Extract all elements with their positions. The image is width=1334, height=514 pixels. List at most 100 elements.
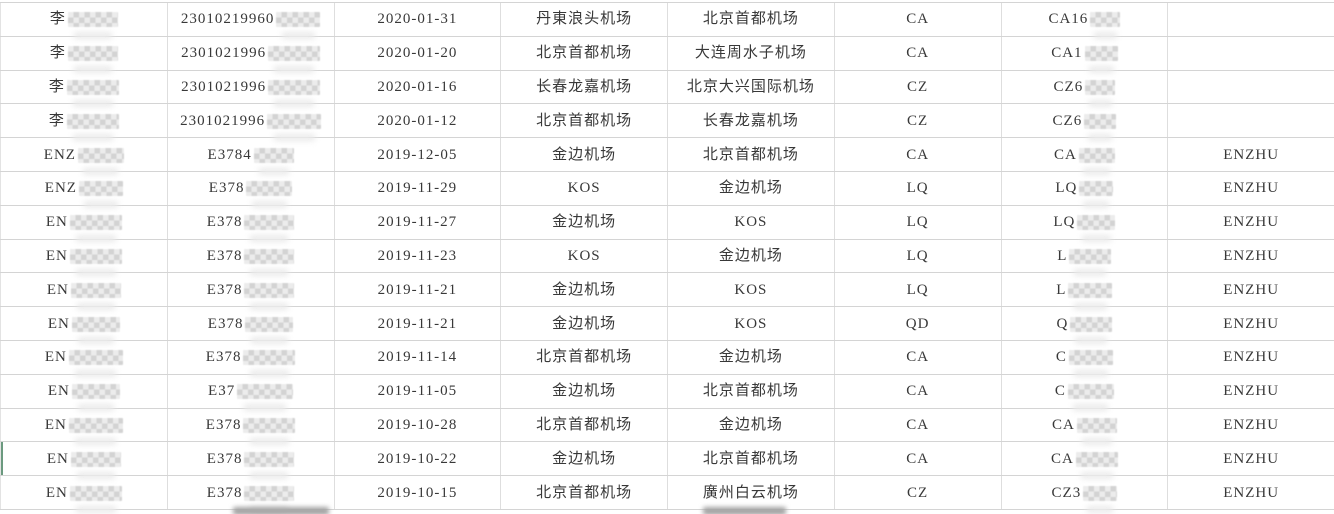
cell-id_number[interactable]: E378 [168,205,335,239]
cell-flight_number[interactable]: LQ [1002,171,1169,205]
cell-departure_airport[interactable]: 北京首都机场 [501,340,668,374]
cell-flight_date[interactable]: 2019-11-14 [335,340,502,374]
cell-name[interactable]: EN [0,239,168,273]
cell-passenger_tag[interactable]: ENZHU [1168,138,1334,171]
cell-passenger_tag[interactable]: ENZHU [1168,341,1334,374]
cell-id_number[interactable]: E37 [168,374,335,408]
cell-arrival_airport[interactable]: 金边机场 [668,408,835,442]
cell-arrival_airport[interactable]: 金边机场 [668,239,835,273]
cell-name[interactable]: ENZ [0,171,168,205]
cell-arrival_airport[interactable]: KOS [668,205,835,239]
cell-passenger_tag[interactable]: ENZHU [1168,273,1334,306]
cell-airline_code[interactable]: CA [835,340,1002,374]
cell-name[interactable]: ENZ [0,138,168,171]
cell-arrival_airport[interactable]: 大连周水子机场 [668,36,835,70]
cell-arrival_airport[interactable]: 金边机场 [668,171,835,205]
cell-airline_code[interactable]: CZ [835,104,1002,138]
cell-flight_number[interactable]: Q [1002,307,1169,340]
cell-id_number[interactable]: E378 [168,171,335,205]
cell-passenger_tag[interactable]: ENZHU [1168,476,1334,509]
cell-passenger_tag[interactable] [1168,3,1334,36]
cell-name[interactable]: EN [0,307,168,340]
cell-id_number[interactable]: E378 [168,408,335,442]
cell-airline_code[interactable]: LQ [835,205,1002,239]
cell-airline_code[interactable]: CA [835,374,1002,408]
cell-flight_number[interactable]: L [1002,239,1169,273]
cell-passenger_tag[interactable]: ENZHU [1168,409,1334,442]
cell-departure_airport[interactable]: 金边机场 [501,138,668,171]
cell-airline_code[interactable]: CA [835,442,1002,476]
cell-name[interactable]: EN [0,374,168,408]
cell-departure_airport[interactable]: 金边机场 [501,374,668,408]
cell-flight_date[interactable]: 2020-01-16 [335,70,502,104]
cell-flight_date[interactable]: 2019-10-28 [335,408,502,442]
cell-flight_date[interactable]: 2020-01-12 [335,104,502,138]
cell-airline_code[interactable]: CA [835,138,1002,171]
cell-departure_airport[interactable]: KOS [501,239,668,273]
cell-arrival_airport[interactable]: 北京首都机场 [668,374,835,408]
cell-flight_number[interactable]: CA [1002,442,1169,476]
cell-passenger_tag[interactable]: ENZHU [1168,172,1334,205]
cell-airline_code[interactable]: QD [835,307,1002,340]
cell-departure_airport[interactable]: 金边机场 [501,307,668,340]
cell-airline_code[interactable]: CA [835,36,1002,70]
cell-id_number[interactable]: E3784 [168,138,335,171]
cell-departure_airport[interactable]: 长春龙嘉机场 [501,70,668,104]
cell-airline_code[interactable]: CZ [835,476,1002,509]
cell-flight_date[interactable]: 2019-11-29 [335,171,502,205]
cell-name[interactable]: EN [0,340,168,374]
cell-id_number[interactable]: E378 [168,442,335,476]
cell-passenger_tag[interactable]: ENZHU [1168,206,1334,239]
cell-arrival_airport[interactable]: 北京首都机场 [668,138,835,171]
cell-flight_date[interactable]: 2019-10-15 [335,476,502,509]
cell-arrival_airport[interactable]: 廣州白云机场 [668,476,835,509]
cell-arrival_airport[interactable]: KOS [668,307,835,340]
cell-flight_date[interactable]: 2020-01-31 [335,3,502,36]
cell-departure_airport[interactable]: 金边机场 [501,442,668,476]
cell-flight_date[interactable]: 2019-11-21 [335,307,502,340]
cell-airline_code[interactable]: CA [835,408,1002,442]
cell-flight_number[interactable]: L [1002,273,1169,307]
cell-airline_code[interactable]: LQ [835,171,1002,205]
cell-flight_number[interactable]: LQ [1002,205,1169,239]
cell-flight_number[interactable]: C [1002,340,1169,374]
cell-arrival_airport[interactable]: 长春龙嘉机场 [668,104,835,138]
cell-flight_date[interactable]: 2019-10-22 [335,442,502,476]
cell-passenger_tag[interactable] [1168,71,1334,104]
cell-flight_number[interactable]: CA [1002,138,1169,171]
cell-id_number[interactable]: E378 [168,476,335,509]
cell-passenger_tag[interactable] [1168,37,1334,70]
cell-departure_airport[interactable]: 北京首都机场 [501,476,668,509]
cell-name[interactable]: 李 [0,104,168,138]
cell-passenger_tag[interactable] [1168,104,1334,137]
cell-airline_code[interactable]: LQ [835,273,1002,307]
cell-flight_date[interactable]: 2019-12-05 [335,138,502,171]
cell-name[interactable]: EN [0,205,168,239]
cell-flight_number[interactable]: C [1002,374,1169,408]
cell-id_number[interactable]: E378 [168,340,335,374]
cell-name[interactable]: EN [0,476,168,509]
cell-name[interactable]: EN [0,408,168,442]
cell-id_number[interactable]: E378 [168,239,335,273]
cell-flight_number[interactable]: CZ6 [1002,70,1169,104]
cell-id_number[interactable]: 2301021996 [168,36,335,70]
cell-passenger_tag[interactable]: ENZHU [1168,375,1334,408]
cell-arrival_airport[interactable]: 北京首都机场 [668,442,835,476]
cell-departure_airport[interactable]: 北京首都机场 [501,408,668,442]
cell-passenger_tag[interactable]: ENZHU [1168,442,1334,475]
cell-name[interactable]: 李 [0,3,168,36]
cell-name[interactable]: EN [0,273,168,307]
cell-departure_airport[interactable]: 丹東浪头机场 [501,3,668,36]
cell-passenger_tag[interactable]: ENZHU [1168,307,1334,340]
cell-flight_date[interactable]: 2019-11-23 [335,239,502,273]
cell-flight_number[interactable]: CA [1002,408,1169,442]
cell-departure_airport[interactable]: 北京首都机场 [501,104,668,138]
cell-airline_code[interactable]: CZ [835,70,1002,104]
cell-name[interactable]: 李 [0,70,168,104]
cell-flight_number[interactable]: CA1 [1002,36,1169,70]
cell-departure_airport[interactable]: 金边机场 [501,205,668,239]
cell-departure_airport[interactable]: 金边机场 [501,273,668,307]
cell-airline_code[interactable]: LQ [835,239,1002,273]
cell-arrival_airport[interactable]: KOS [668,273,835,307]
cell-arrival_airport[interactable]: 金边机场 [668,340,835,374]
